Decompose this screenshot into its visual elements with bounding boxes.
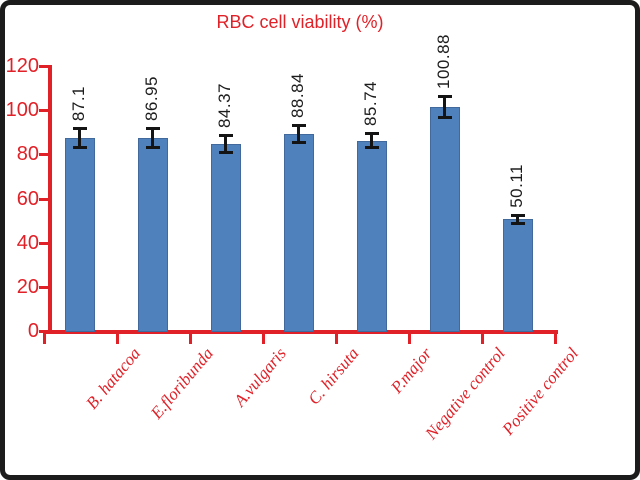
error-bar <box>516 214 519 224</box>
bar <box>210 143 241 332</box>
bar <box>429 107 460 332</box>
value-label: 85.74 <box>360 80 380 126</box>
y-tick <box>39 330 48 333</box>
error-bar-cap-top <box>72 126 87 130</box>
category-label: Positive control <box>498 344 583 439</box>
error-bar-cap-bottom <box>364 146 379 150</box>
x-tick <box>262 333 265 344</box>
error-bar-cap-top <box>437 95 452 99</box>
x-tick <box>335 333 338 344</box>
error-bar-cap-bottom <box>218 150 233 154</box>
error-bar-cap-bottom <box>510 221 525 225</box>
bar <box>356 140 387 332</box>
category-label: Negative control <box>421 344 510 443</box>
y-tick <box>39 241 48 245</box>
x-axis <box>43 330 558 334</box>
y-tick <box>39 197 48 201</box>
error-bar <box>151 128 154 148</box>
category-label: B. hatacoa <box>82 344 145 413</box>
y-tick-label: 120 <box>5 55 39 77</box>
x-tick <box>189 333 192 344</box>
x-tick <box>43 333 46 344</box>
error-bar-cap-top <box>364 131 379 135</box>
y-tick <box>39 285 48 289</box>
value-label: 87.1 <box>68 85 88 121</box>
error-bar-cap-top <box>291 123 306 127</box>
x-tick <box>408 333 411 344</box>
y-tick-label: 40 <box>16 231 39 254</box>
bar <box>64 137 95 332</box>
plot-area: RBC cell viability (%) 0 20 40 60 80 100 120 87… <box>5 5 635 475</box>
value-label: 88.84 <box>287 72 307 118</box>
x-tick <box>116 333 119 344</box>
category-label: E.floribunda <box>146 344 218 423</box>
y-tick-label: 0 <box>27 320 39 342</box>
y-tick <box>39 109 48 113</box>
error-bar <box>370 132 373 149</box>
bar <box>137 137 168 332</box>
error-bar-cap-bottom <box>437 116 452 120</box>
error-bar-cap-bottom <box>72 145 87 149</box>
error-bar-cap-bottom <box>145 145 160 149</box>
category-label: A.vulgaris <box>230 344 291 411</box>
y-tick <box>39 65 48 68</box>
error-bar-cap-top <box>510 213 525 217</box>
y-tick <box>39 153 48 157</box>
y-tick-label: 80 <box>16 143 39 166</box>
y-axis <box>48 65 52 334</box>
value-label: 100.88 <box>433 34 453 90</box>
error-bar-cap-top <box>218 133 233 137</box>
value-label: 86.95 <box>141 76 161 122</box>
error-bar <box>224 134 227 153</box>
x-tick <box>481 333 484 344</box>
category-label: C. hirsuta <box>304 344 364 409</box>
x-tick <box>554 333 557 344</box>
y-tick-label: 100 <box>5 99 39 122</box>
bar <box>502 219 533 332</box>
error-bar <box>297 124 300 143</box>
chart-title: RBC cell viability (%) <box>216 12 384 32</box>
value-label: 84.37 <box>214 82 234 128</box>
error-bar <box>443 96 446 119</box>
y-tick-label: 60 <box>16 187 39 210</box>
category-label: P.major <box>387 344 437 397</box>
value-label: 50.11 <box>506 164 526 208</box>
error-bar <box>78 127 81 148</box>
error-bar-cap-bottom <box>291 140 306 144</box>
error-bar-cap-top <box>145 127 160 131</box>
y-tick-label: 20 <box>16 275 39 298</box>
bar <box>283 133 314 332</box>
